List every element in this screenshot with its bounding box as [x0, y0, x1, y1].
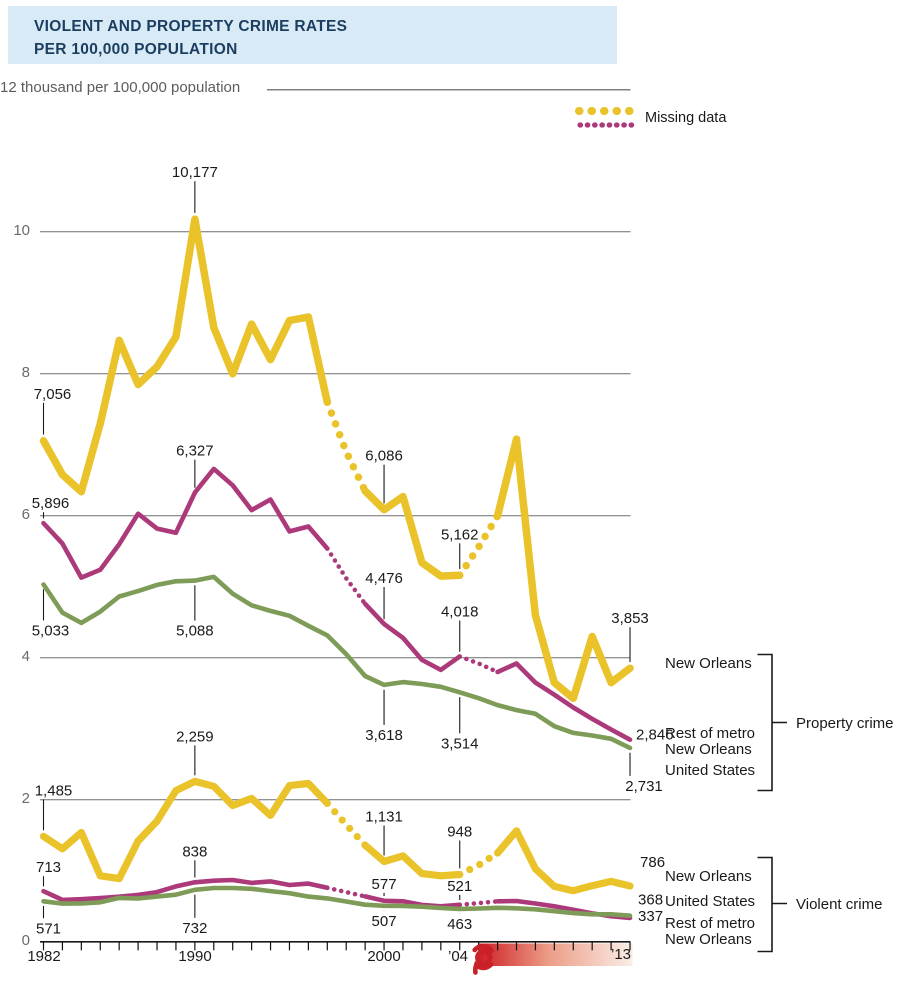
series-label-violent-metro-line2: New Orleans	[665, 931, 752, 948]
series-prop_no-missing-segment	[455, 512, 502, 580]
missing-data-legend: Missing data	[575, 102, 835, 136]
x-tick-label-1982: 1982	[27, 948, 61, 965]
chart-title: VIOLENT AND PROPERTY CRIME RATES PER 100…	[8, 6, 617, 64]
series-label-property-new-orleans: New Orleans	[665, 655, 752, 672]
callout-label: 713	[36, 859, 61, 876]
callout-label: 6,086	[365, 448, 403, 465]
data-series	[39, 215, 634, 921]
callout-label: 463	[447, 916, 472, 933]
series-viol_no-missing-segment	[323, 799, 369, 849]
callout-label: 10,177	[172, 164, 218, 181]
series-viol_metro-missing-segment	[325, 885, 368, 899]
series-prop_no-line	[361, 487, 464, 580]
callout-label: 4,018	[441, 604, 479, 621]
callout-label: 3,618	[365, 727, 403, 744]
y-axis-unit-note: 12 thousand per 100,000 population	[0, 79, 241, 96]
value-callouts: 7,056 5,896 5,033 10,177 6,327 5,088 6,086 4,47…	[32, 164, 674, 937]
series-label-violent-metro-line1: Rest of metro	[665, 915, 756, 932]
x-tick-label-2000: 2000	[367, 948, 401, 965]
series-label-violent-united-states: United States	[665, 893, 756, 910]
missing-data-swatches	[575, 107, 639, 128]
series-prop_metro-missing-segment	[457, 654, 500, 675]
missing-data-label: Missing data	[645, 110, 727, 126]
series-label-violent-new-orleans: New Orleans	[665, 868, 752, 885]
y-tick-label-6: 6	[21, 506, 30, 523]
series-prop_metro-line	[495, 661, 633, 742]
series-viol_no-line	[361, 841, 464, 880]
callout-label: 5,896	[32, 495, 70, 512]
series-prop_no-line	[39, 215, 332, 496]
series-viol_metro-missing-segment	[457, 899, 500, 908]
hurricane-arm-top	[472, 943, 494, 954]
callout-label: 521	[447, 878, 472, 895]
violent-crime-bracket	[757, 856, 787, 953]
callout-label: 571	[36, 920, 61, 937]
callout-label: 577	[372, 876, 397, 893]
series-viol_no-line	[494, 827, 634, 895]
series-label-violent-metro: Rest of metro New Orleans	[665, 916, 755, 948]
callout-label: 3,514	[441, 735, 479, 752]
callout-label: 2,846	[636, 727, 674, 744]
hurricane-eye	[475, 948, 493, 967]
series-prop_metro-line	[41, 466, 330, 580]
y-tick-label-4: 4	[21, 648, 30, 665]
callout-label: 7,056	[34, 386, 72, 403]
series-viol_no-line	[39, 777, 331, 883]
property-crime-bracket	[757, 653, 787, 792]
callout-label: 5,162	[441, 526, 479, 543]
series-label-property-united-states: United States	[665, 762, 756, 779]
callout-label: 4,476	[365, 570, 403, 587]
x-tick-label-2013: ’13	[610, 946, 632, 963]
series-prop_us-line	[41, 574, 633, 751]
series-viol_no-missing-segment	[456, 849, 502, 879]
callout-label: 3,853	[611, 610, 649, 627]
hurricane-icon	[472, 943, 494, 975]
callout-label: 838	[182, 843, 207, 860]
callout-label: 5,088	[176, 623, 214, 640]
series-prop_metro-line	[362, 601, 462, 673]
hurricane-arm-bottom	[472, 960, 494, 975]
series-label-property-metro-line1: Rest of metro	[665, 725, 756, 742]
property-crime-label: Property crime	[796, 715, 894, 732]
callout-label: 732	[182, 920, 207, 937]
katrina-gradient-rect	[479, 943, 633, 966]
series-label-property-metro-line2: New Orleans	[665, 741, 752, 758]
violent-crime-label: Violent crime	[796, 896, 883, 913]
series-prop_no-line	[493, 435, 634, 703]
callout-label: 2,731	[625, 778, 663, 795]
callout-label: 6,327	[176, 443, 214, 460]
callout-label: 1,485	[35, 782, 73, 799]
chart-title-line2: PER 100,000 POPULATION	[34, 41, 238, 58]
series-prop_metro-missing-segment	[325, 546, 368, 607]
gridlines	[40, 89, 631, 801]
series-prop_no-missing-segment	[323, 398, 369, 495]
callout-label: 5,033	[32, 622, 70, 639]
y-tick-label-0: 0	[21, 932, 30, 949]
callout-label: 337	[638, 908, 663, 925]
y-tick-label-10: 10	[13, 222, 30, 239]
callout-label: 507	[372, 913, 397, 930]
x-tick-label-2004: ’04	[447, 948, 469, 965]
callout-label: 2,259	[176, 728, 214, 745]
series-viol_metro-line	[41, 877, 330, 903]
callout-label: 786	[640, 854, 665, 871]
chart-title-line1: VIOLENT AND PROPERTY CRIME RATES	[34, 18, 348, 35]
y-tick-label-8: 8	[21, 364, 30, 381]
callout-label: 368	[638, 892, 663, 909]
katrina-gradient-bar	[42, 941, 633, 966]
series-viol_us-line	[41, 885, 633, 918]
series-label-property-metro: Rest of metro New Orleans	[665, 726, 755, 758]
callout-label: 948	[447, 823, 472, 840]
y-tick-label-2: 2	[21, 790, 30, 807]
x-tick-label-1990: 1990	[178, 948, 212, 965]
callout-label: 1,131	[365, 808, 403, 825]
